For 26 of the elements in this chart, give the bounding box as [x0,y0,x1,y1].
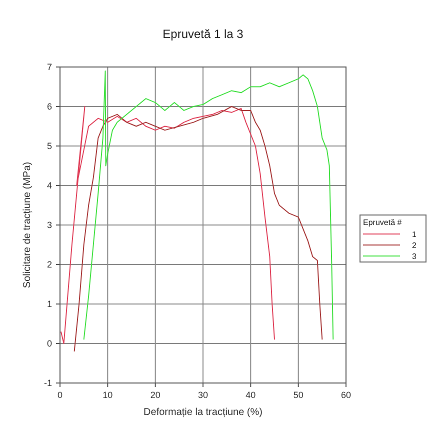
y-tick-label: 0 [46,338,52,348]
legend-label: 3 [412,252,417,261]
y-tick-label: 5 [46,141,52,151]
y-tick-label: 3 [46,220,52,230]
x-axis-title: Deformație la tracțiune (%) [144,407,262,418]
y-tick-label: -1 [44,378,52,388]
x-tick-label: 40 [246,390,256,400]
line-series [74,106,323,352]
x-tick-label: 30 [198,390,208,400]
y-tick-label: 4 [46,180,52,190]
legend-label: 1 [412,230,417,239]
y-tick-label: 1 [46,299,52,309]
legend-label: 2 [412,241,417,250]
line-series [60,106,275,344]
y-tick-label: 6 [46,102,52,112]
y-tick-label: 2 [46,260,52,270]
x-tick-label: 60 [340,390,352,400]
y-tick-label: 7 [46,62,52,72]
x-tick-label: 10 [102,390,113,400]
x-tick-label: 50 [293,390,304,400]
chart-title: Epruvetă 1 la 3 [162,27,244,41]
x-tick-label: 0 [57,390,63,400]
x-tick-label: 20 [150,390,160,400]
line-series [83,70,334,340]
legend-title: Epruvetă # [363,218,402,227]
y-axis-title: Solicitare de tracțiune (MPa) [22,162,33,288]
